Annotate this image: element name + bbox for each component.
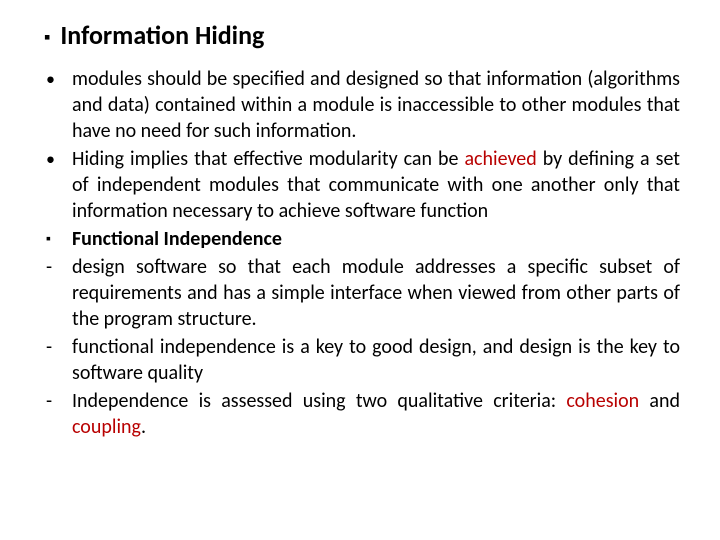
- list-item-text: Hiding implies that effective modularity…: [72, 146, 680, 224]
- dash-bullet-icon: -: [44, 388, 72, 414]
- list-item-text: Functional Independence: [72, 226, 680, 252]
- text-segment: Functional Independence: [72, 227, 282, 251]
- list-item: -design software so that each module add…: [44, 254, 680, 332]
- text-segment: design software so that each module addr…: [72, 255, 680, 331]
- slide-heading: ▪ Information Hiding: [40, 20, 680, 52]
- list-item: •modules should be specified and designe…: [44, 66, 680, 144]
- text-segment: functional independence is a key to good…: [72, 335, 680, 385]
- text-segment: modules should be specified and designed…: [72, 67, 680, 143]
- list-item-text: modules should be specified and designed…: [72, 66, 680, 144]
- disc-bullet-icon: •: [44, 146, 72, 172]
- slide-body: •modules should be specified and designe…: [40, 66, 680, 440]
- list-item-text: design software so that each module addr…: [72, 254, 680, 332]
- list-item-text: Independence is assessed using two quali…: [72, 388, 680, 440]
- square-bullet-icon: ▪: [44, 226, 72, 252]
- slide-container: ▪ Information Hiding •modules should be …: [0, 0, 720, 540]
- heading-text: Information Hiding: [60, 20, 264, 50]
- list-item: -Independence is assessed using two qual…: [44, 388, 680, 440]
- highlight-text: achieved: [464, 147, 536, 171]
- list-item: ▪Functional Independence: [44, 226, 680, 252]
- highlight-text: coupling: [72, 415, 141, 439]
- list-item: •Hiding implies that effective modularit…: [44, 146, 680, 224]
- highlight-text: cohesion: [566, 389, 639, 413]
- list-item: -functional independence is a key to goo…: [44, 334, 680, 386]
- disc-bullet-icon: •: [44, 66, 72, 92]
- text-segment: and: [639, 389, 680, 413]
- dash-bullet-icon: -: [44, 334, 72, 360]
- dash-bullet-icon: -: [44, 254, 72, 280]
- text-segment: Hiding implies that effective modularity…: [72, 147, 464, 171]
- list-item-text: functional independence is a key to good…: [72, 334, 680, 386]
- text-segment: .: [141, 415, 146, 439]
- text-segment: Independence is assessed using two quali…: [72, 389, 566, 413]
- square-bullet-icon: ▪: [44, 22, 50, 52]
